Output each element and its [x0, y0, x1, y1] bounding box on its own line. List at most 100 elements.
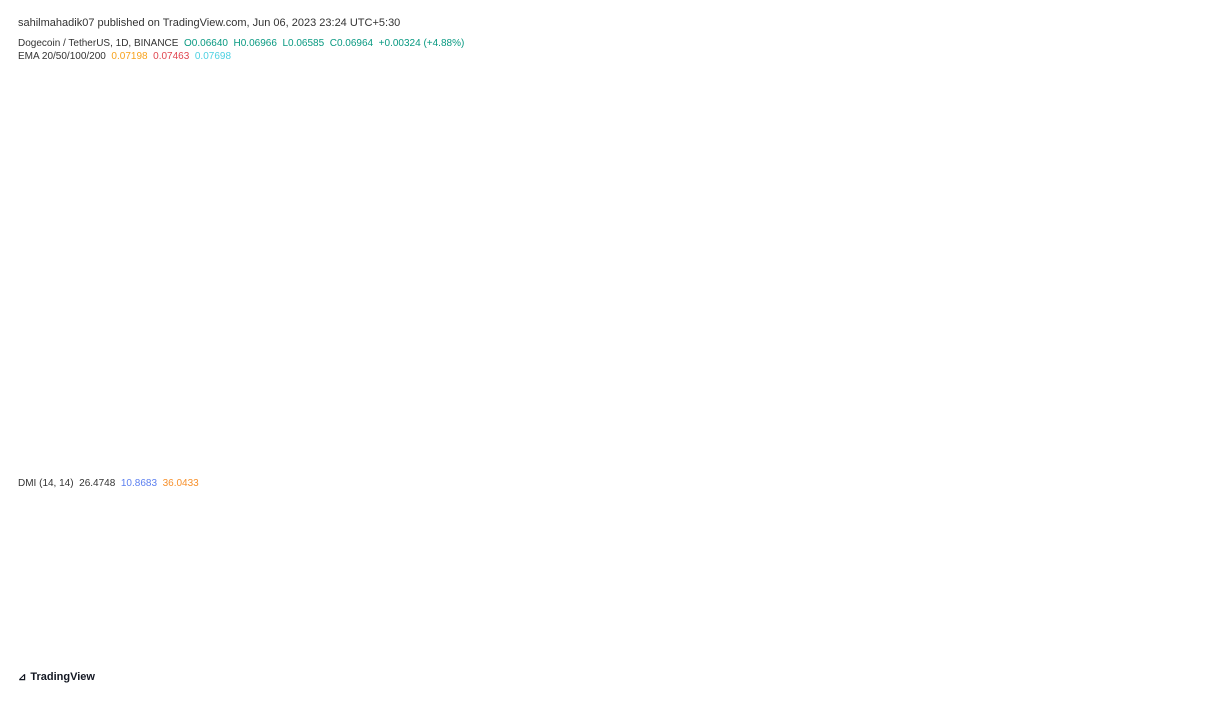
candle-body	[244, 285, 253, 287]
candle-body	[216, 245, 225, 265]
candle-body	[386, 155, 395, 185]
candle-body	[698, 230, 707, 255]
channel-lower-line	[60, 270, 888, 358]
candle-body	[542, 257, 551, 262]
tradingview-logo-icon: ⊿	[18, 671, 27, 683]
candle-body	[613, 195, 622, 206]
dmi-tick-label: 40.0000	[1158, 543, 1192, 554]
ema20-line	[20, 127, 803, 273]
candle-body	[400, 184, 409, 206]
time-tick-label: Jun	[777, 648, 792, 659]
price-label: 0.06922	[1157, 285, 1191, 296]
price-label: 0.08201	[1157, 210, 1192, 221]
candle-body	[88, 174, 97, 191]
dmi-tick-label: 0.0000	[1158, 628, 1187, 639]
candle-body	[585, 144, 594, 246]
candle-body	[372, 140, 381, 156]
dmi-tick-label: 20.0000	[1158, 585, 1192, 596]
time-tick-label: 2023	[238, 648, 259, 659]
candle-body	[45, 79, 54, 151]
price-label-box	[1152, 355, 1200, 370]
price-label: 0.05681	[1157, 359, 1192, 370]
candle-body	[173, 115, 182, 141]
minus-di-value: 36.0433	[162, 478, 199, 489]
ohlc-low: L0.06585	[282, 38, 325, 49]
ohlc-high: H0.06966	[233, 38, 277, 49]
price-label: 0.06284	[1157, 344, 1192, 355]
price-tick-label: 0.10000	[1158, 106, 1192, 117]
price-label-box	[1152, 281, 1200, 296]
candle-body	[571, 245, 580, 262]
candle-body	[145, 85, 154, 91]
price-label: 0.07553	[1157, 248, 1191, 259]
candle-body	[471, 214, 480, 250]
candle-body	[258, 270, 267, 286]
ohlc-open: O0.06640	[184, 38, 228, 49]
candle-body	[187, 140, 196, 200]
price-pane	[16, 30, 1150, 465]
projection-path	[802, 145, 874, 286]
plus-di-value: 10.8683	[120, 478, 158, 489]
candle-body	[272, 255, 281, 271]
candle-body	[528, 261, 537, 265]
tradingview-logo[interactable]: ⊿ TradingView	[18, 671, 95, 683]
candle-body	[102, 190, 111, 240]
dmi-label[interactable]: DMI (14, 14)	[18, 478, 74, 489]
candle-body	[116, 184, 125, 240]
symbol-legend: Dogecoin / TetherUS, 1D, BINANCE O0.0664…	[18, 38, 464, 49]
candle-body	[74, 174, 83, 250]
resistance-zone	[129, 130, 964, 140]
time-tick-label: Jul	[885, 648, 897, 659]
candle-body	[656, 205, 665, 231]
candle-body	[159, 85, 168, 116]
time-tick-label: Apr	[561, 648, 576, 659]
up-arrow-icon	[483, 328, 496, 342]
time-tick-label: Sep	[1103, 648, 1120, 659]
candle-body	[31, 79, 40, 151]
dmi-adx-line	[20, 525, 803, 606]
price-tick-label: 0.04500	[1158, 425, 1192, 436]
candle-body	[429, 180, 438, 191]
candle-body	[784, 267, 793, 271]
candle-body	[741, 261, 750, 265]
price-label-box	[1152, 296, 1200, 327]
time-tick-label: Feb	[350, 648, 366, 659]
tradingview-logo-text: TradingView	[30, 671, 95, 683]
callout-pointer	[188, 307, 423, 385]
candle-body	[485, 249, 494, 275]
price-tick-label: 0.09000	[1158, 164, 1192, 175]
candle-body	[130, 90, 139, 185]
candle-body	[301, 184, 310, 210]
published-caption: sahilmahadik07 published on TradingView.…	[18, 17, 401, 29]
candle-body	[59, 150, 68, 250]
candle-body	[556, 257, 565, 262]
up-arrow-icon	[242, 300, 255, 314]
price-tick-label: 0.11000	[1158, 48, 1192, 59]
ema100-value: 0.07698	[194, 51, 232, 62]
ema-label[interactable]: EMA 20/50/100/200	[18, 51, 106, 62]
time-tick-label: Aug	[993, 648, 1010, 659]
price-label-box	[1152, 207, 1200, 222]
price-tick-label: 0.05000	[1158, 396, 1192, 407]
ema50-value: 0.07463	[153, 51, 190, 62]
candle-body	[713, 255, 722, 268]
candle-body	[755, 264, 764, 268]
price-tick-label: 0.09497	[1158, 140, 1192, 151]
price-tick-label: 0.09636	[1158, 127, 1192, 138]
time-tick-label: Dec	[130, 648, 147, 659]
candle-body	[627, 159, 636, 196]
candle-body	[201, 199, 210, 246]
callout-pointer	[670, 272, 767, 387]
ema20-value: 0.07198	[111, 51, 148, 62]
price-tick-label: 0.06342	[1158, 329, 1192, 340]
ema50-line	[20, 152, 803, 257]
price-tick-label: 0.08000	[1158, 224, 1192, 235]
adx-value: 26.4748	[79, 478, 116, 489]
symbol-name[interactable]: Dogecoin / TetherUS, 1D, BINANCE	[18, 38, 179, 49]
down-arrow-icon	[568, 58, 583, 73]
ema-legend: EMA 20/50/100/200 0.07198 0.07463 0.0769…	[18, 51, 231, 62]
candle-body	[642, 159, 651, 206]
candle-body	[769, 267, 778, 269]
callout-label: Channel pattern	[159, 391, 227, 402]
